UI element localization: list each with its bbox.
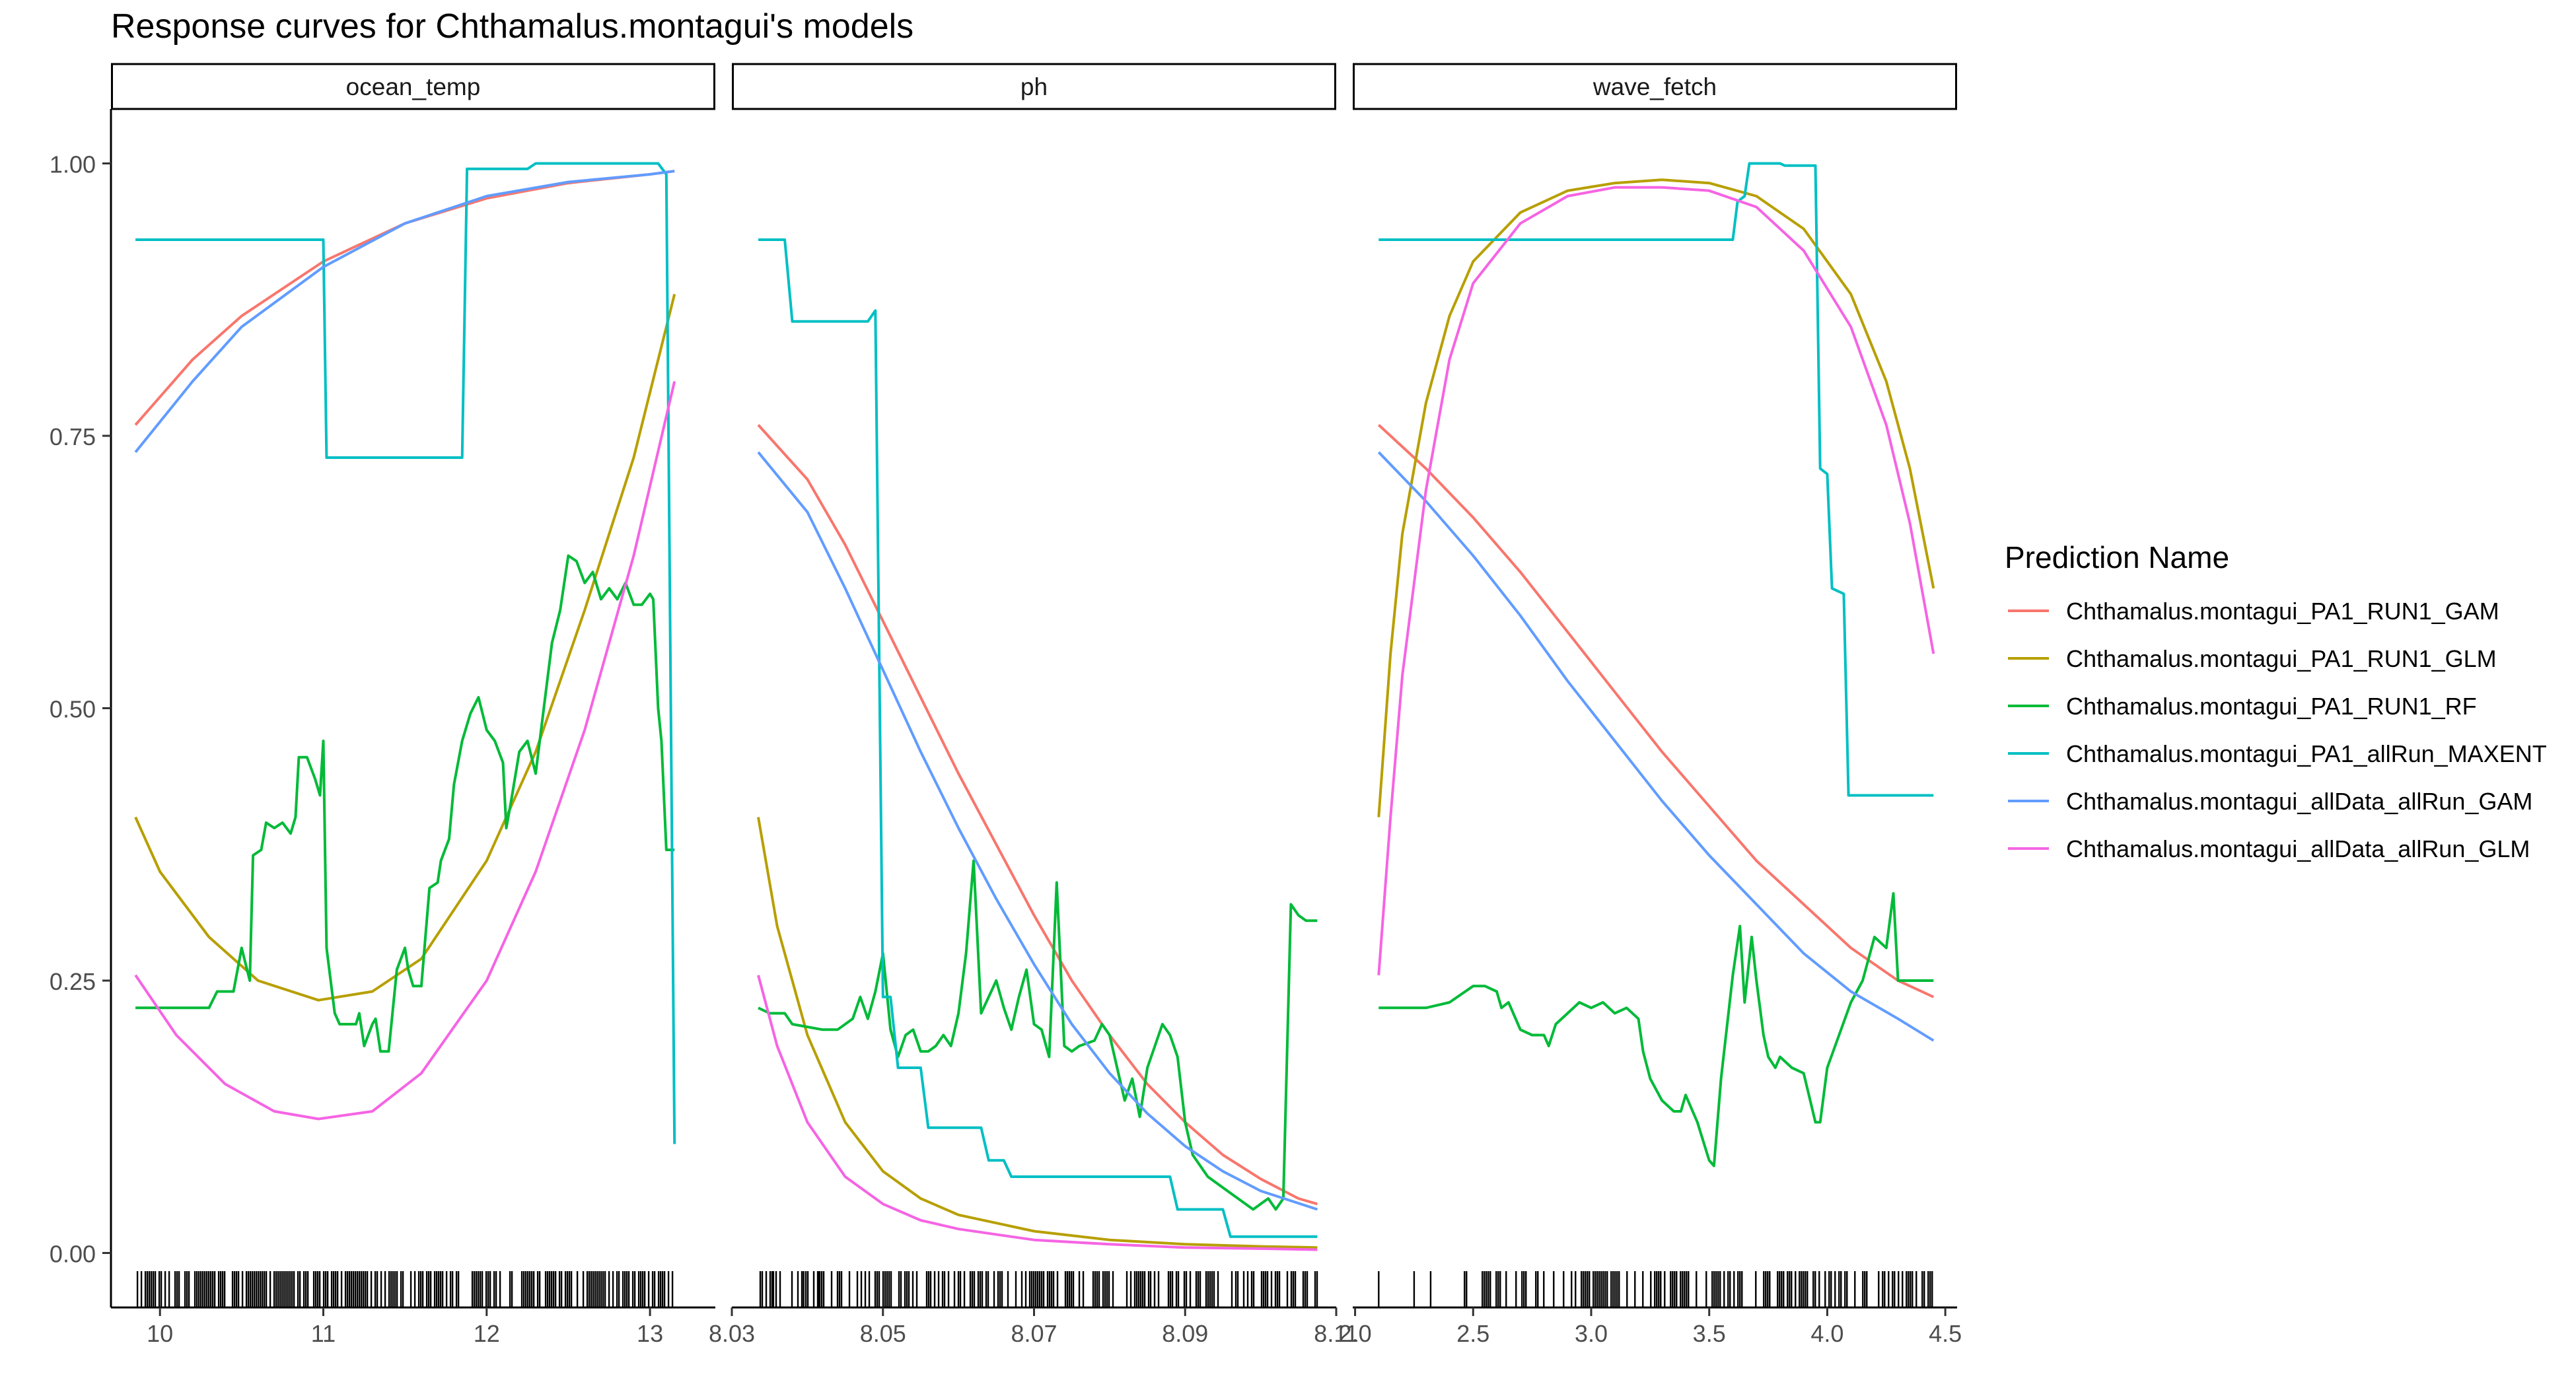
series-line <box>758 238 1318 1238</box>
legend-label: Chthamalus.montagui_PA1_RUN1_RF <box>2066 693 2477 720</box>
legend-entry: Chthamalus.montagui_PA1_RUN1_RF <box>2008 693 2477 720</box>
x-tick-label: 10 <box>147 1320 173 1347</box>
x-tick-label: 13 <box>637 1320 663 1347</box>
series-line <box>134 381 676 1121</box>
x-tick-label: 8.11 <box>1314 1320 1358 1347</box>
legend-title: Prediction Name <box>2005 540 2229 574</box>
series-line <box>1377 451 1935 1042</box>
series-line <box>1378 892 1934 1167</box>
y-tick-label: 1.00 <box>50 151 96 178</box>
series-line <box>134 170 675 426</box>
x-tick-label: 4.5 <box>1929 1320 1962 1347</box>
series-line <box>134 170 675 454</box>
strip-box <box>732 63 1336 110</box>
x-tick-label: 8.07 <box>1011 1320 1057 1347</box>
panel-wave_fetch: wave_fetch 2.0 2.5 3.0 3.5 4.0 4.5 <box>1339 63 1962 1347</box>
chart-title: Response curves for Chthamalus.montagui'… <box>111 7 913 46</box>
legend-entry: Chthamalus.montagui_allData_allRun_GLM <box>2008 835 2530 862</box>
y-tick-label: 0.75 <box>50 423 96 450</box>
rug-marks <box>1378 1271 1933 1307</box>
panel-ph: ph 8.03 8.05 8.07 8.09 8.11 <box>709 63 1359 1347</box>
series-line <box>1378 162 1934 797</box>
legend-label: Chthamalus.montagui_PA1_RUN1_GAM <box>2066 598 2499 625</box>
y-tick-label: 0.50 <box>50 696 96 723</box>
legend-entry: Chthamalus.montagui_PA1_RUN1_GLM <box>2008 645 2497 672</box>
strip-label: ocean_temp <box>346 73 481 100</box>
series-line <box>757 975 1318 1251</box>
x-tick-label: 3.0 <box>1575 1320 1608 1347</box>
series-line <box>757 424 1318 1206</box>
y-tick-label: 0.00 <box>50 1241 96 1268</box>
x-tick-label: 2.5 <box>1456 1320 1489 1347</box>
series-line <box>135 554 675 1053</box>
rug-marks <box>759 1271 1318 1307</box>
series-line <box>1377 424 1935 998</box>
x-tick-label: 8.09 <box>1162 1320 1208 1347</box>
legend-entry: Chthamalus.montagui_PA1_allRun_MAXENT <box>2008 740 2547 767</box>
rug-marks <box>136 1271 674 1307</box>
y-axis: 0.00 0.25 0.50 0.75 1.00 <box>50 109 112 1307</box>
series-line <box>135 162 676 1144</box>
series-line <box>134 294 676 1002</box>
x-tick-label: 12 <box>474 1320 500 1347</box>
legend-entry: Chthamalus.montagui_allData_allRun_GAM <box>2008 788 2532 815</box>
series-line <box>757 451 1318 1211</box>
series-line <box>1377 178 1935 817</box>
panels-layer: 0.00 0.25 0.50 0.75 1.00 ocean_temp 10 11 12 13 ph… <box>50 63 1962 1347</box>
series-line <box>1377 186 1935 975</box>
x-tick-label: 3.5 <box>1693 1320 1726 1347</box>
legend: Prediction Name Chthamalus.montagui_PA1_… <box>2005 540 2547 862</box>
legend-label: Chthamalus.montagui_allData_allRun_GLM <box>2066 835 2530 862</box>
panel-ocean_temp: ocean_temp 10 11 12 13 <box>111 63 715 1347</box>
y-tick-label: 0.25 <box>50 968 96 995</box>
x-tick-label: 8.05 <box>860 1320 906 1347</box>
series-line <box>757 817 1318 1249</box>
x-tick-label: 4.0 <box>1810 1320 1843 1347</box>
legend-label: Chthamalus.montagui_allData_allRun_GAM <box>2066 788 2532 815</box>
x-tick-label: 8.03 <box>709 1320 755 1347</box>
legend-label: Chthamalus.montagui_PA1_allRun_MAXENT <box>2066 740 2547 767</box>
series-line <box>758 859 1318 1211</box>
x-tick-label: 11 <box>311 1320 336 1347</box>
strip-label: wave_fetch <box>1592 73 1717 100</box>
x-tick-label: 2.0 <box>1339 1320 1372 1347</box>
strip-label: ph <box>1020 73 1048 100</box>
legend-label: Chthamalus.montagui_PA1_RUN1_GLM <box>2066 645 2497 672</box>
legend-entry: Chthamalus.montagui_PA1_RUN1_GAM <box>2008 598 2499 625</box>
strip-box <box>111 63 715 110</box>
strip-box <box>1353 63 1957 110</box>
